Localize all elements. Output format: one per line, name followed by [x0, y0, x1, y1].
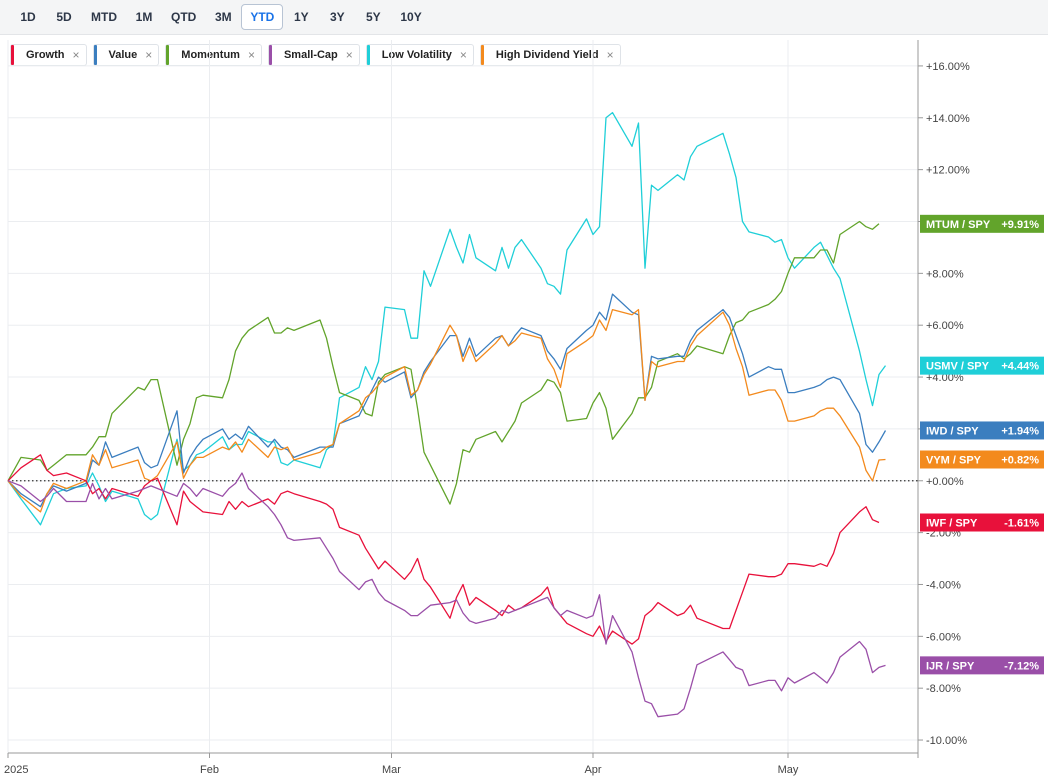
- series-line-low-volatility: [7, 111, 887, 526]
- x-tick-label: Mar: [382, 764, 401, 776]
- range-button-ytd[interactable]: YTD: [241, 4, 284, 30]
- value-tag-value: +9.91%: [1001, 219, 1039, 231]
- range-button-3m[interactable]: 3M: [215, 10, 232, 24]
- value-tag-mtum: MTUM / SPY +9.91%: [920, 214, 1044, 233]
- x-tick-label: Apr: [584, 764, 601, 776]
- value-tag-bg: [920, 214, 1044, 233]
- range-button-qtd[interactable]: QTD: [171, 10, 197, 24]
- value-tag-ticker: IWF / SPY: [926, 518, 978, 530]
- series-line-high-dividend-yield: [7, 308, 886, 513]
- y-tick-label: -8.00%: [926, 683, 961, 695]
- close-icon[interactable]: ×: [606, 48, 614, 62]
- value-tag-bg: [920, 421, 1044, 440]
- range-button-mtd[interactable]: MTD: [91, 10, 117, 24]
- y-tick-label: +8.00%: [926, 268, 964, 280]
- y-tick-label: +6.00%: [926, 320, 964, 332]
- y-tick-label: -10.00%: [926, 735, 967, 747]
- legend-swatch: [268, 45, 272, 65]
- close-icon[interactable]: ×: [459, 48, 467, 62]
- x-tick-label: Feb: [200, 764, 219, 776]
- y-tick-label: -4.00%: [926, 579, 961, 591]
- value-tag-bg: [920, 356, 1044, 375]
- series-line-small-cap: [7, 472, 886, 718]
- legend: Growth × Value × Momentum × Small-Cap × Low Vola…: [10, 44, 621, 68]
- range-button-1y[interactable]: 1Y: [294, 10, 309, 24]
- value-tag-ticker: IJR / SPY: [926, 660, 975, 672]
- value-tag-value: -1.61%: [1004, 518, 1039, 530]
- y-tick-label: +14.00%: [926, 113, 970, 125]
- legend-label: Small-Cap: [283, 49, 338, 61]
- value-tag-ticker: IWD / SPY: [926, 425, 979, 437]
- legend-label: High Dividend Yield: [495, 49, 599, 61]
- legend-label: Value: [108, 49, 138, 61]
- legend-chip-momentum[interactable]: Momentum ×: [165, 44, 262, 66]
- value-tag-ticker: USMV / SPY: [926, 361, 990, 373]
- value-tag-iwf: IWF / SPY -1.61%: [920, 513, 1044, 532]
- value-tag-bg: [920, 656, 1044, 675]
- legend-chip-value[interactable]: Value ×: [92, 44, 160, 66]
- close-icon[interactable]: ×: [345, 48, 353, 62]
- range-selector: 1D 5D MTD 1M QTD 3M YTD 1Y 3Y 5Y 10Y: [0, 0, 1048, 35]
- legend-swatch: [480, 45, 484, 65]
- y-tick-label: +16.00%: [926, 61, 970, 73]
- value-tag-iwd: IWD / SPY +1.94%: [920, 421, 1044, 440]
- legend-label: Low Volatility: [381, 49, 452, 61]
- range-button-1d[interactable]: 1D: [20, 10, 36, 24]
- range-button-1m[interactable]: 1M: [135, 10, 153, 24]
- value-tag-bg: [920, 513, 1044, 532]
- range-button-10y[interactable]: 10Y: [400, 10, 422, 24]
- legend-swatch: [366, 45, 370, 65]
- value-tag-ticker: MTUM / SPY: [926, 219, 991, 231]
- value-tag-value: +0.82%: [1001, 455, 1039, 467]
- value-tag-value: +4.44%: [1001, 361, 1039, 373]
- x-tick-label: 2025: [4, 764, 28, 776]
- range-button-5d[interactable]: 5D: [56, 10, 72, 24]
- range-button-5y[interactable]: 5Y: [366, 10, 381, 24]
- chart: +16.00% +14.00% +12.00% +8.00% +6.00% +4.00% +…: [4, 40, 1044, 776]
- legend-label: Growth: [26, 49, 65, 61]
- value-tag-value: -7.12%: [1004, 660, 1039, 672]
- value-tag-ticker: VYM / SPY: [926, 455, 982, 467]
- value-tag-bg: [920, 450, 1044, 469]
- value-tag-vym: VYM / SPY +0.82%: [920, 450, 1044, 469]
- legend-swatch: [166, 45, 170, 65]
- close-icon[interactable]: ×: [247, 48, 255, 62]
- legend-swatch: [93, 45, 97, 65]
- legend-chip-small-cap[interactable]: Small-Cap ×: [267, 44, 360, 66]
- value-tag-ijr: IJR / SPY -7.12%: [920, 656, 1044, 675]
- legend-swatch: [11, 45, 14, 65]
- close-icon[interactable]: ×: [72, 48, 80, 62]
- legend-chip-high-dividend-yield[interactable]: High Dividend Yield ×: [479, 44, 621, 66]
- close-icon[interactable]: ×: [145, 48, 153, 62]
- y-tick-label: -6.00%: [926, 631, 961, 643]
- legend-label: Momentum: [181, 49, 240, 61]
- legend-chip-low-volatility[interactable]: Low Volatility ×: [365, 44, 474, 66]
- range-button-3y[interactable]: 3Y: [330, 10, 345, 24]
- y-tick-label: +4.00%: [926, 372, 964, 384]
- value-tag-value: +1.94%: [1001, 425, 1039, 437]
- series-line-growth: [7, 454, 880, 645]
- x-tick-label: May: [778, 764, 799, 776]
- series-line-value: [7, 293, 887, 508]
- value-tag-usmv: USMV / SPY +4.44%: [920, 356, 1044, 375]
- y-tick-label: +0.00%: [926, 476, 964, 488]
- series-line-momentum: [7, 220, 880, 505]
- y-tick-label: +12.00%: [926, 165, 970, 177]
